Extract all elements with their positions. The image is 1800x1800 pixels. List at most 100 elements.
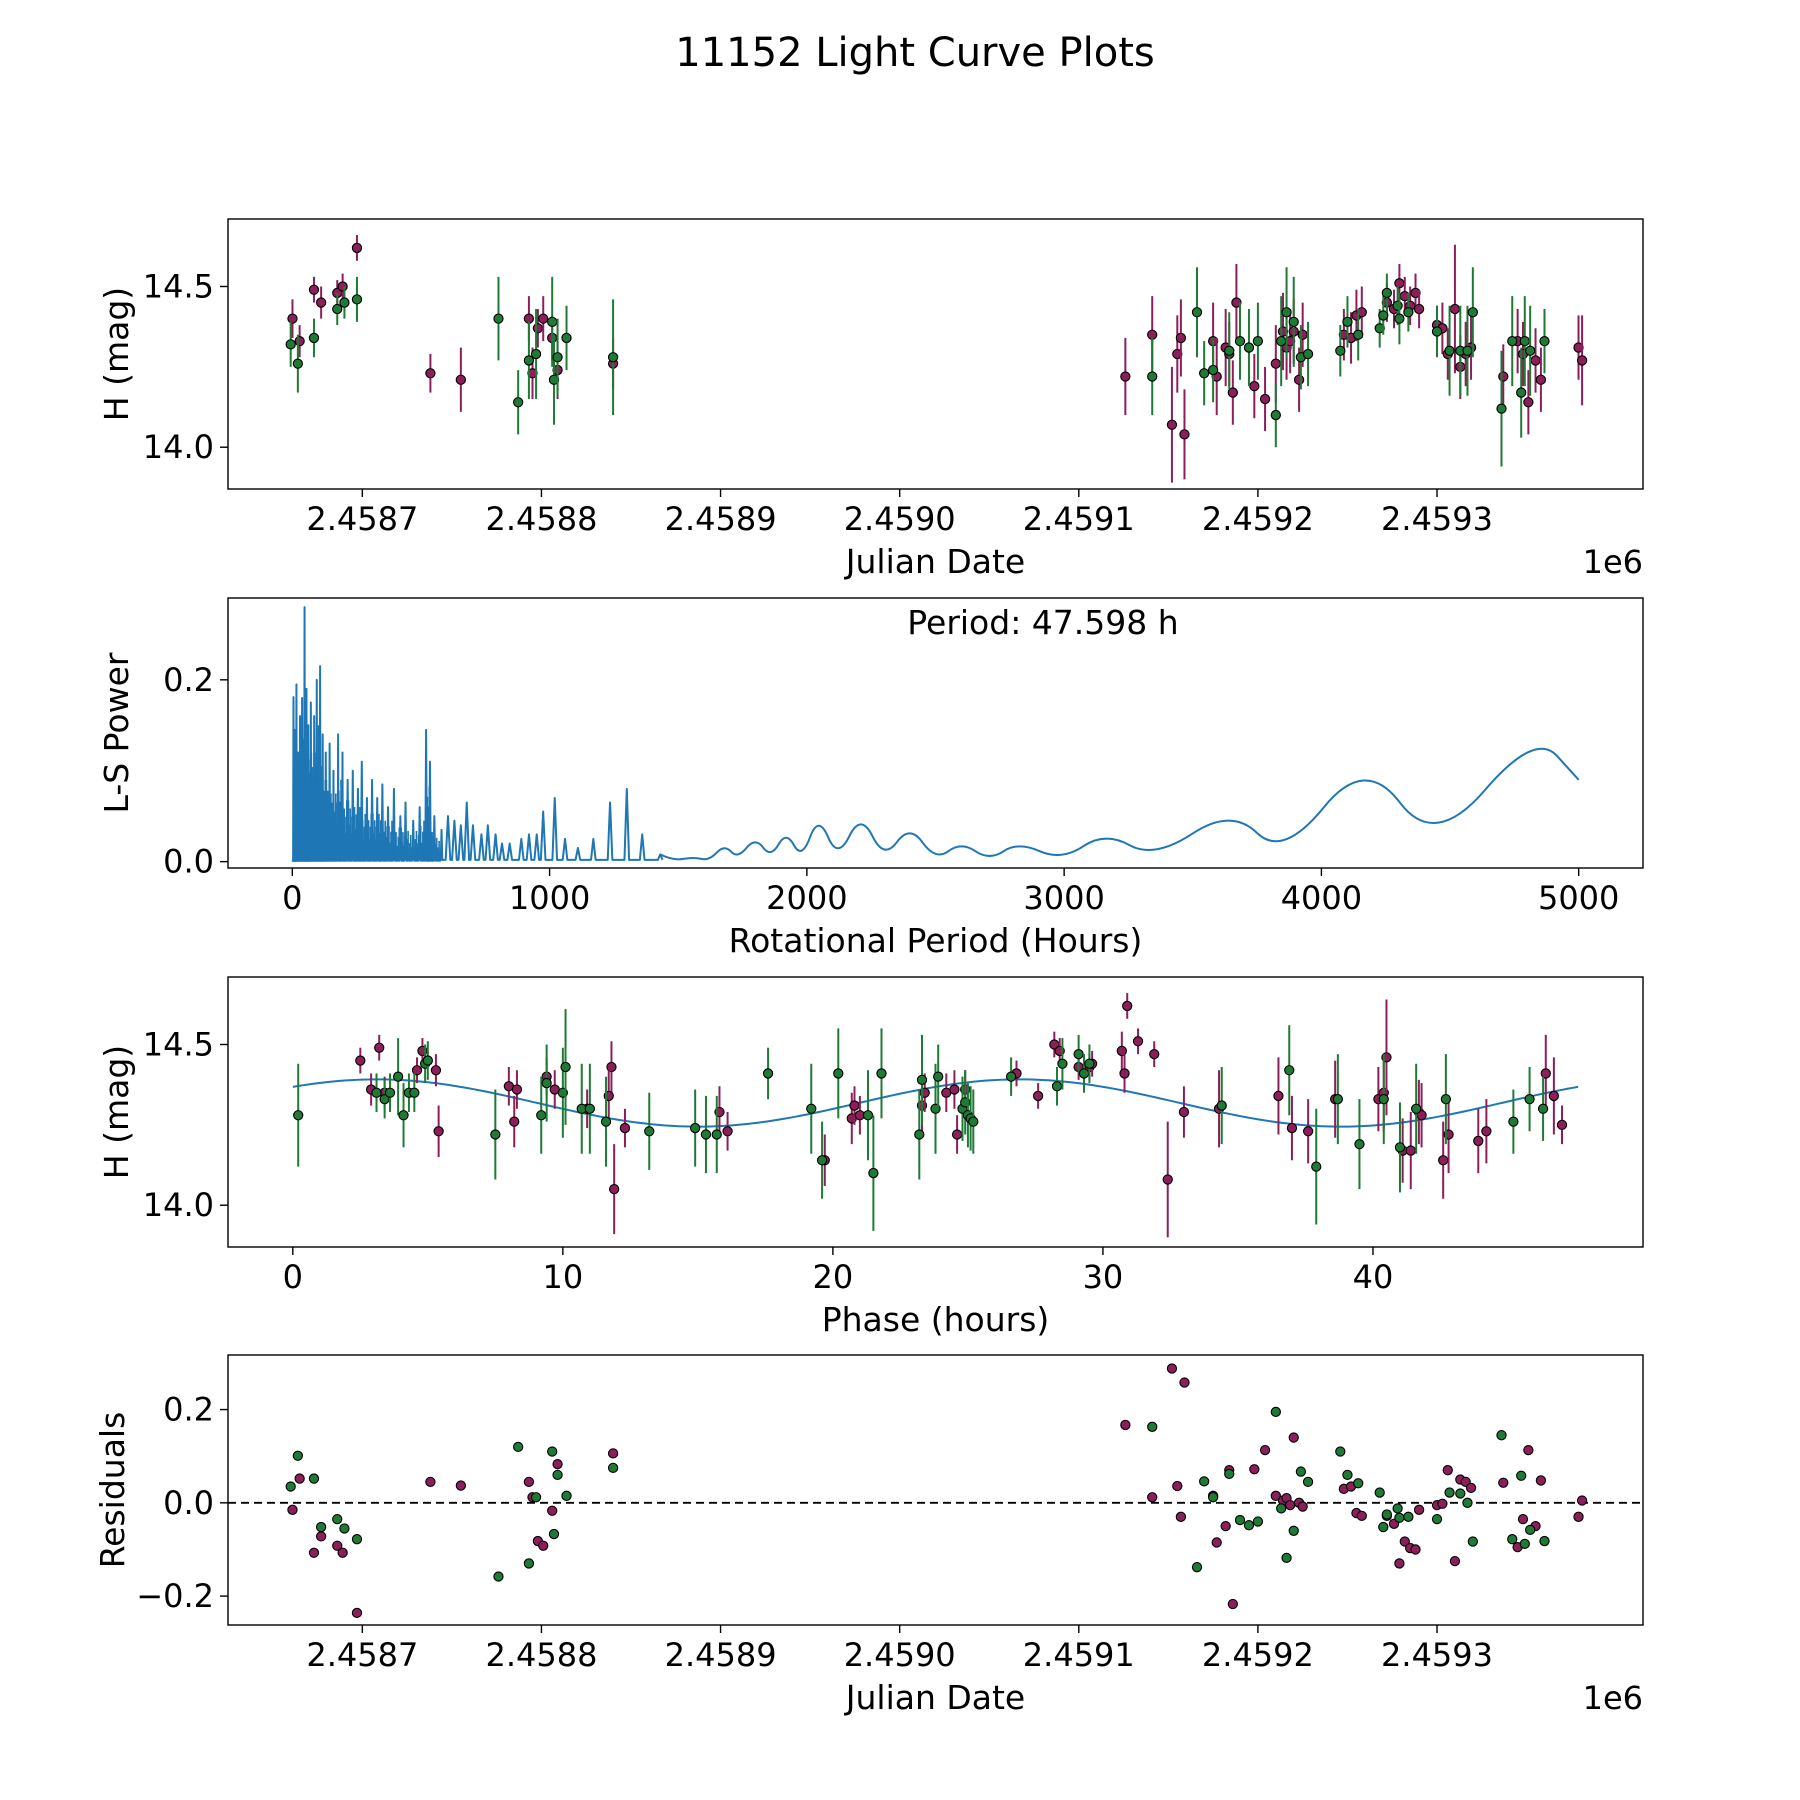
x-tick-label: 2.4593 <box>1381 1636 1493 1674</box>
data-point <box>1392 300 1403 311</box>
data-point <box>1270 358 1281 369</box>
plot-area <box>293 993 1568 1238</box>
data-point <box>1431 326 1443 337</box>
data-point <box>1147 1421 1158 1432</box>
data-point <box>351 1607 363 1619</box>
data-point <box>339 1523 350 1534</box>
y-tick-label: 14.0 <box>143 1186 214 1224</box>
data-point <box>1535 374 1547 385</box>
data-point <box>351 1534 363 1545</box>
data-point <box>1444 1487 1455 1498</box>
data-point <box>849 1100 860 1111</box>
periodogram-forest <box>292 725 442 862</box>
data-point <box>1032 1090 1044 1102</box>
data-point <box>1191 307 1203 318</box>
data-point <box>1444 345 1455 356</box>
data-point <box>1516 387 1527 398</box>
data-point <box>1303 1126 1314 1137</box>
green-series <box>293 1009 1549 1231</box>
data-point <box>513 1441 524 1453</box>
data-point <box>392 1071 404 1082</box>
data-point <box>1403 1511 1414 1522</box>
data-point <box>1276 1503 1287 1514</box>
data-point <box>609 1183 620 1195</box>
data-point <box>1211 1537 1222 1548</box>
data-point <box>308 284 320 295</box>
data-point <box>1084 1058 1095 1069</box>
data-point <box>547 1505 558 1516</box>
data-point <box>538 1540 549 1551</box>
y-tick-label: 14.0 <box>143 428 214 466</box>
x-offset-text: 1e6 <box>1583 1679 1643 1717</box>
data-point <box>1399 1536 1410 1547</box>
data-point <box>1175 332 1187 344</box>
data-point <box>1284 1065 1295 1076</box>
data-point <box>1353 1478 1364 1489</box>
data-point <box>816 1155 828 1166</box>
data-point <box>425 368 436 379</box>
data-point <box>1556 1119 1568 1131</box>
y-axis-label: L-S Power <box>97 652 136 813</box>
data-point <box>1374 1487 1385 1498</box>
x-tick-label: 2.4590 <box>844 500 956 538</box>
data-point <box>536 1110 547 1121</box>
data-point <box>607 352 619 363</box>
data-point <box>1356 1510 1367 1522</box>
data-point <box>1523 1444 1534 1456</box>
data-point <box>1332 1093 1344 1105</box>
data-point <box>523 1558 535 1569</box>
periodogram-panel: Period: 47.598 h 0 1000 2000 3000 4000 5000 0.0… <box>97 597 1644 960</box>
data-point <box>1224 1468 1235 1480</box>
data-point <box>1437 1498 1448 1509</box>
data-point <box>1535 1475 1547 1486</box>
data-point <box>690 1122 701 1134</box>
data-point <box>862 1110 874 1121</box>
data-point <box>1224 345 1235 356</box>
x-tick-label: 2000 <box>766 879 847 917</box>
data-point <box>294 335 305 347</box>
data-point <box>527 368 538 379</box>
data-point <box>1051 1081 1063 1092</box>
data-point <box>1281 1552 1292 1563</box>
data-point <box>1440 1093 1452 1105</box>
data-point <box>308 1547 320 1558</box>
plot-area <box>285 235 1588 483</box>
data-point <box>371 1087 382 1098</box>
data-point <box>644 1126 655 1137</box>
data-point <box>1166 1363 1178 1374</box>
data-point <box>1293 374 1305 385</box>
data-point <box>351 294 363 305</box>
data-point <box>1573 342 1584 353</box>
data-point <box>523 355 535 366</box>
x-tick-label: 2.4592 <box>1202 1636 1314 1674</box>
data-point <box>287 313 298 324</box>
data-point <box>1530 355 1541 366</box>
data-point <box>351 242 363 254</box>
data-point <box>1166 419 1178 430</box>
data-point <box>1467 1536 1478 1547</box>
data-point <box>1449 1555 1461 1567</box>
data-point <box>1227 1598 1238 1610</box>
x-tick-label: 2.4588 <box>485 1636 597 1674</box>
data-point <box>1234 1514 1246 1526</box>
x-tick-label: 2.4591 <box>1023 1636 1135 1674</box>
data-point <box>1234 335 1246 347</box>
data-point <box>1394 1558 1405 1569</box>
data-point <box>292 358 304 369</box>
x-tick-label: 0 <box>282 879 302 917</box>
data-point <box>1496 403 1507 414</box>
data-point <box>1302 348 1314 360</box>
data-point <box>1311 1161 1322 1172</box>
data-point <box>1252 1516 1264 1527</box>
data-point <box>308 332 320 344</box>
data-point <box>606 1061 617 1073</box>
data-point <box>1116 1045 1127 1057</box>
y-axis-label: Residuals <box>93 1412 132 1569</box>
y-tick-label: 0.0 <box>163 843 214 881</box>
data-point <box>547 316 558 328</box>
data-point <box>607 1462 619 1473</box>
x-tick-label: 20 <box>813 1258 854 1296</box>
data-point <box>1175 1511 1187 1522</box>
x-tick-label: 2.4593 <box>1381 500 1493 538</box>
x-tick-label: 2.4588 <box>485 500 597 538</box>
